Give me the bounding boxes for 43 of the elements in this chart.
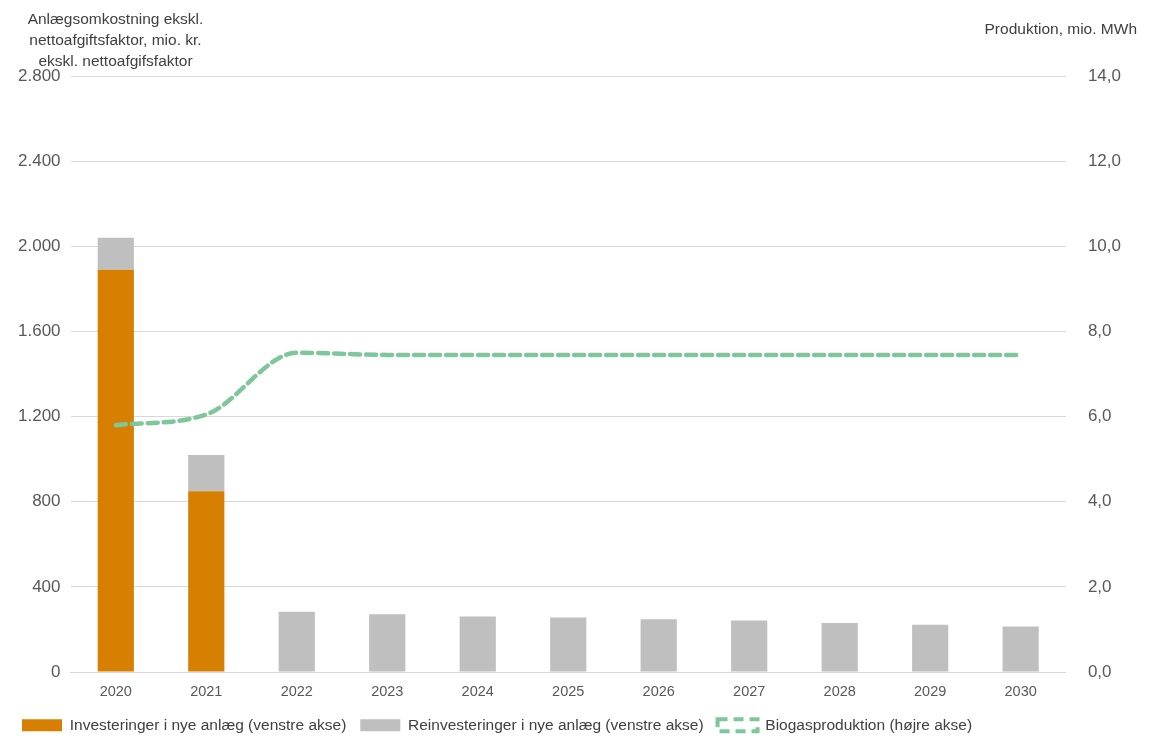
y2-tick-label: 2,0 [1087,576,1112,596]
x-tick-label: 2020 [99,682,132,699]
x-tick-label: 2027 [733,682,766,699]
y2-tick-label: 10,0 [1087,236,1122,255]
bar [821,622,858,672]
bar [1002,626,1039,672]
bar [278,611,315,672]
y-tick-label: 2.400 [17,150,61,170]
x-tick-label: 2026 [642,682,675,699]
bar [640,619,677,672]
bar [369,614,406,672]
y2-tick-label: 0,0 [1087,661,1112,681]
legend-label: Biogasproduktion (højre akse) [765,715,973,733]
y-tick-label: 1.200 [17,406,61,426]
x-tick-label: 2030 [1004,682,1037,699]
bar [188,491,225,672]
y2-tick-label: 6,0 [1087,406,1112,426]
y-tick-label: 800 [32,491,61,511]
x-tick-label: 2021 [190,682,223,699]
y2-axis-title: Produktion, mio. MWh [984,20,1137,38]
bar [459,616,496,672]
bar [188,454,225,492]
bar [97,237,134,270]
y2-tick-label: 4,0 [1087,491,1112,511]
y2-tick-label: 8,0 [1087,321,1112,341]
x-tick-label: 2023 [371,682,404,699]
y-tick-label: 1.600 [17,321,61,341]
y2-tick-label: 12,0 [1087,150,1122,170]
x-tick-label: 2022 [280,682,313,699]
y-tick-label: 2.000 [17,236,61,255]
x-tick-label: 2024 [461,682,494,699]
y-tick-label: 400 [32,576,61,596]
bar [912,624,949,672]
y-tick-label: 0 [51,661,61,681]
bar [731,620,768,672]
x-tick-label: 2028 [823,682,856,699]
x-tick-label: 2025 [552,682,585,699]
bar [97,269,134,672]
legend-label: Investeringer i nye anlæg (venstre akse) [69,715,347,733]
legend-label: Reinvesteringer i nye anlæg (venstre akse) [408,715,704,733]
bar [550,617,587,672]
x-tick-label: 2029 [914,682,947,699]
y2-tick-label: 14,0 [1087,65,1122,85]
